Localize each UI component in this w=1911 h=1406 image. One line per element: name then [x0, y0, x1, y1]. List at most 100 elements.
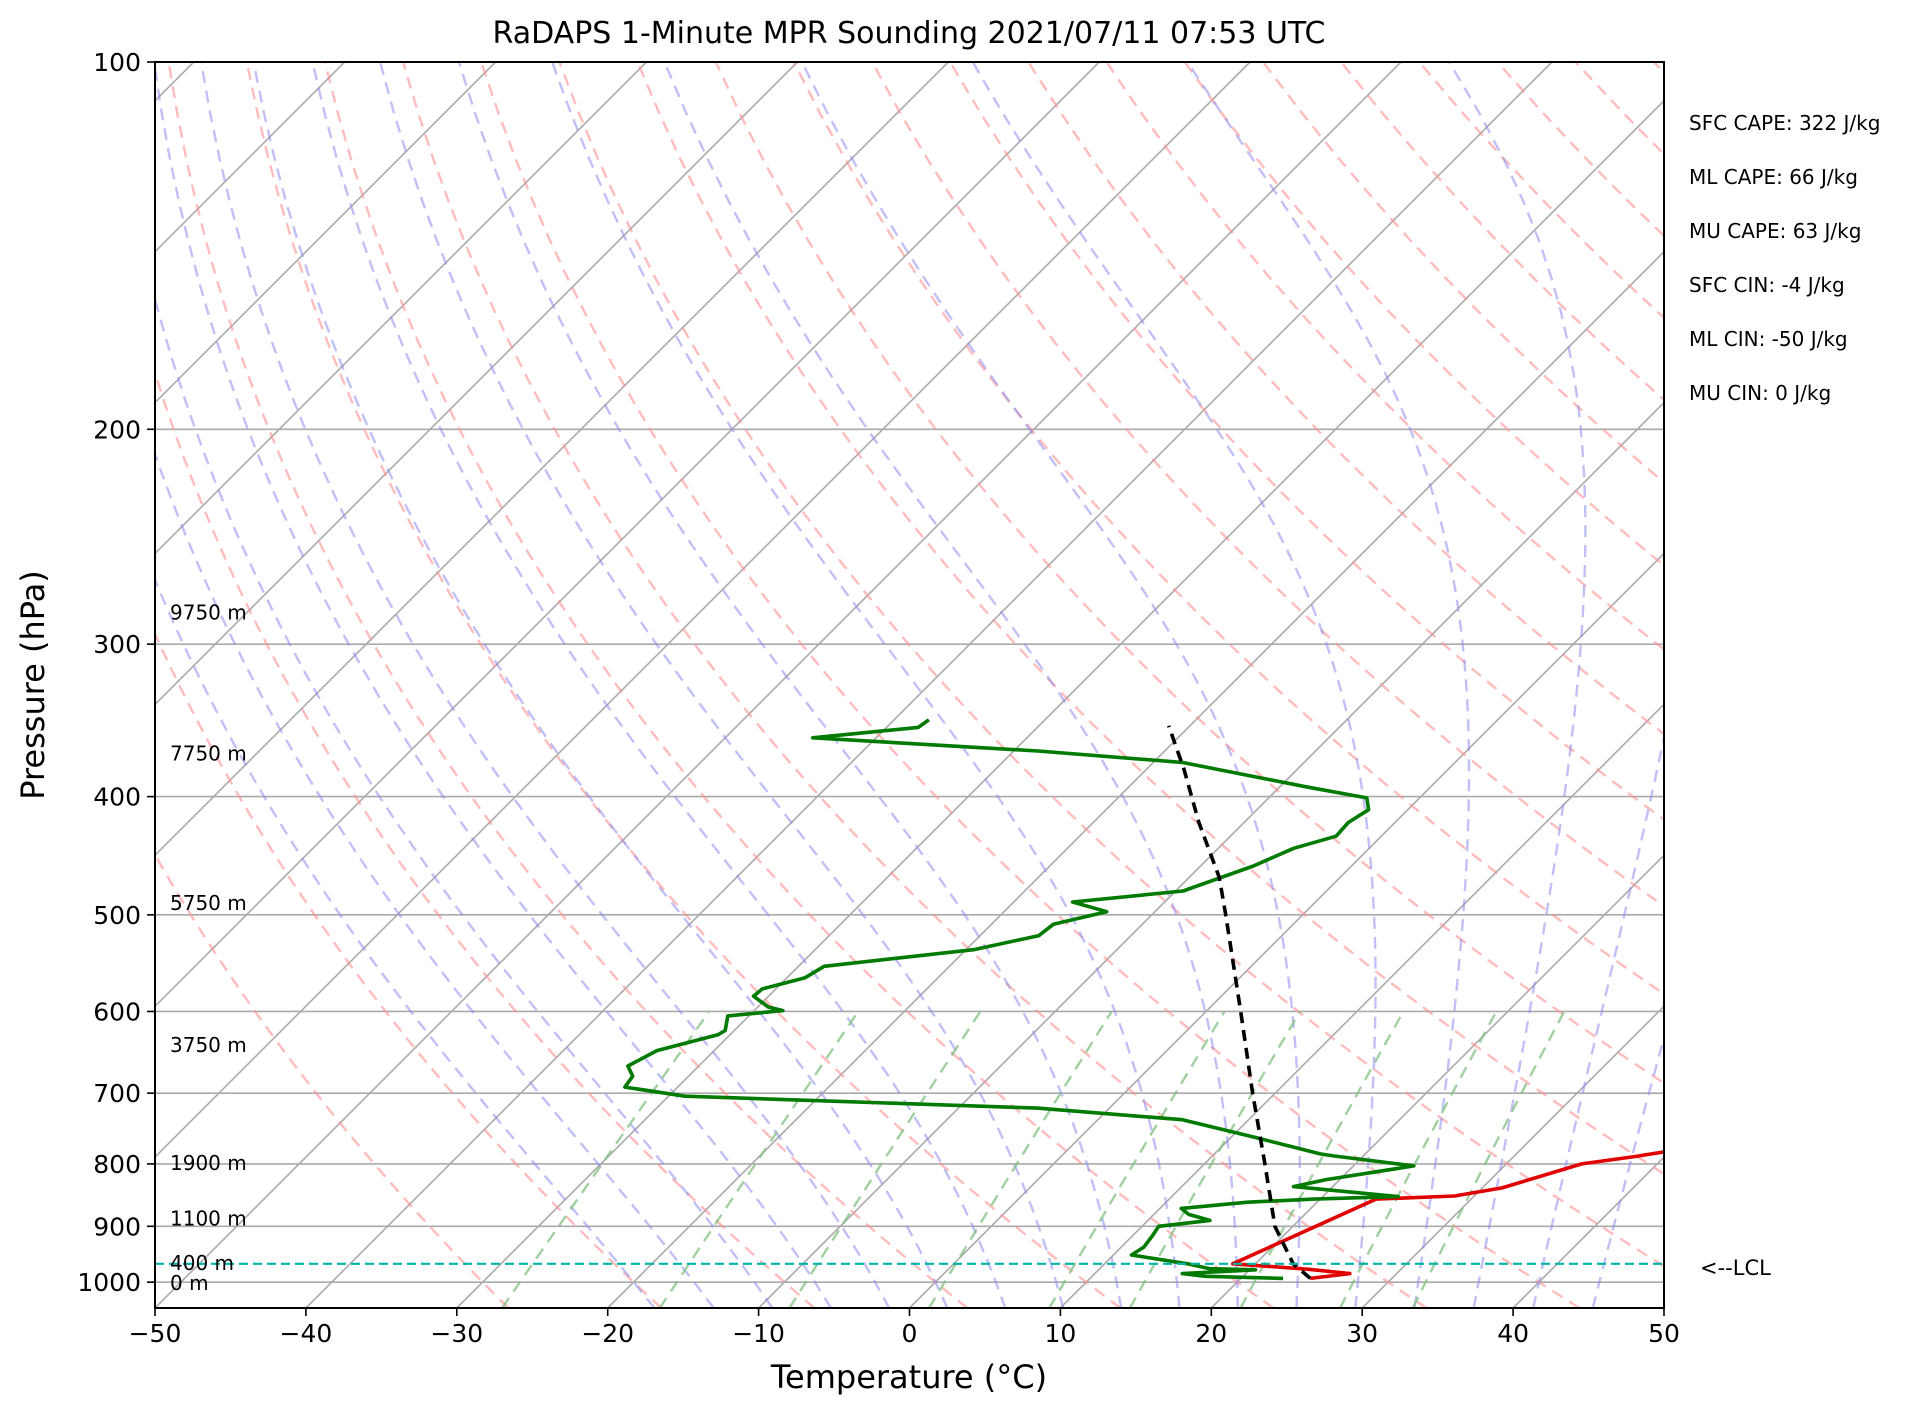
stat-text: MU CIN: 0 J/kg: [1689, 381, 1831, 405]
y-tick-label: 700: [93, 1079, 141, 1108]
y-tick-label: 200: [93, 415, 141, 444]
stat-text: MU CAPE: 63 J/kg: [1689, 219, 1861, 243]
moist-adiabat-line: [1532, 732, 1664, 1308]
height-label: 5750 m: [170, 891, 247, 915]
x-axis-ticks: −50 −40 −30 −20 −10 0 10 20 30 40 50: [129, 1308, 1680, 1348]
dry-adiabat-line: [714, 62, 1664, 1085]
isotherm-line: [155, 62, 949, 857]
lcl-label: <--LCL: [1700, 1256, 1771, 1280]
y-tick-label: 600: [93, 997, 141, 1026]
dry-adiabat-line: [792, 62, 1664, 996]
dry-adiabat-line: [155, 630, 663, 1308]
height-label: 3750 m: [170, 1033, 247, 1057]
height-label: 1100 m: [170, 1206, 247, 1230]
moist-adiabat-line: [155, 62, 832, 1308]
height-label: 1900 m: [170, 1151, 247, 1175]
dry-adiabat-line: [323, 62, 1275, 1308]
stat-text: SFC CIN: -4 J/kg: [1689, 273, 1845, 297]
y-tick-label: 400: [93, 783, 141, 812]
isotherm-line: [908, 552, 1664, 1308]
mixing-ratio-line: [501, 1010, 711, 1308]
moist-adiabat-line: [155, 294, 774, 1308]
x-tick-label: 20: [1195, 1319, 1227, 1348]
temperature-trace: [1231, 1150, 1664, 1281]
isotherm-line: [155, 62, 1251, 1159]
isotherm-line: [155, 62, 497, 404]
mixing-ratio-line: [1411, 1010, 1566, 1308]
moist-adiabat-line: [378, 62, 1065, 1308]
moist-adiabat-line: [971, 62, 1377, 1308]
x-tick-label: 10: [1044, 1319, 1076, 1348]
y-tick-label: 800: [93, 1150, 141, 1179]
moist-adiabat-line: [200, 62, 891, 1308]
overlay-annotations: <--LCL: [155, 1256, 1771, 1280]
x-tick-label: 50: [1648, 1319, 1680, 1348]
y-tick-label: 1000: [77, 1268, 141, 1297]
x-tick-label: 30: [1346, 1319, 1378, 1348]
moist-adiabat-line: [457, 62, 1123, 1308]
dry-adiabat-line: [480, 62, 1581, 1308]
x-tick-label: −50: [129, 1319, 182, 1348]
mixing-ratio-line: [1339, 1010, 1498, 1308]
sounding-traces: [623, 718, 1664, 1281]
mixing-ratio-line: [788, 1010, 982, 1308]
dry-adiabat-line: [871, 62, 1664, 908]
x-tick-label: 0: [902, 1319, 918, 1348]
y-axis-ticks: 100 200 300 400 500 600 700 800 900 1000: [77, 48, 155, 1297]
moist-adiabat-line: [1448, 62, 1587, 1308]
dry-adiabat-line: [245, 62, 1122, 1308]
stat-text: ML CIN: -50 J/kg: [1689, 327, 1848, 351]
isotherm-line: [456, 99, 1664, 1308]
height-label: 0 m: [170, 1271, 209, 1295]
isotherm-line: [1361, 1005, 1664, 1308]
moist-adiabat-line: [1186, 62, 1471, 1308]
stat-text: ML CAPE: 66 J/kg: [1689, 165, 1858, 189]
isotherm-line: [155, 62, 1100, 1008]
mixing-ratio-line: [1048, 1010, 1226, 1308]
y-axis-label: Pressure (hPa): [14, 570, 52, 800]
isotherm-line: [1210, 854, 1664, 1308]
height-label: 9750 m: [170, 600, 247, 624]
mixing-ratio-line: [1239, 1010, 1405, 1308]
x-tick-label: 40: [1497, 1319, 1529, 1348]
moist-adiabat-line: [252, 62, 949, 1308]
height-label: 7750 m: [170, 741, 247, 765]
dry-adiabat-line: [167, 62, 969, 1308]
background-grid: [155, 62, 1664, 1308]
x-tick-label: −20: [581, 1319, 634, 1348]
x-axis-label: Temperature (°C): [770, 1358, 1047, 1396]
y-tick-label: 300: [93, 630, 141, 659]
isotherm-line: [155, 62, 1402, 1308]
dry-adiabat-line: [155, 852, 510, 1308]
dry-adiabat-line: [949, 62, 1664, 822]
moist-adiabat-line: [800, 62, 1301, 1308]
parcel-trace: [1167, 725, 1312, 1280]
stability-indices: SFC CAPE: 322 J/kg ML CAPE: 66 J/kg MU CAP…: [1689, 111, 1880, 405]
moist-adiabat-line: [551, 62, 1181, 1308]
x-tick-label: −40: [280, 1319, 333, 1348]
chart-title: RaDAPS 1-Minute MPR Sounding 2021/07/11 …: [493, 16, 1326, 51]
moist-adiabat-line: [663, 62, 1239, 1308]
height-labels: 9750 m 7750 m 5750 m 3750 m 1900 m 1100 m 400 …: [170, 600, 247, 1295]
x-tick-label: −30: [430, 1319, 483, 1348]
dry-adiabat-line: [558, 62, 1664, 1268]
moist-adiabat-line: [155, 450, 715, 1308]
y-tick-label: 100: [93, 48, 141, 77]
mixing-ratio-line: [927, 1010, 1113, 1308]
y-tick-label: 500: [93, 901, 141, 930]
isotherm-line: [1059, 703, 1664, 1308]
dry-adiabat-line: [636, 62, 1664, 1176]
dry-adiabat-line: [401, 62, 1428, 1308]
stat-text: SFC CAPE: 322 J/kg: [1689, 111, 1880, 135]
y-tick-label: 900: [93, 1212, 141, 1241]
mixing-ratio-line: [1128, 1010, 1302, 1308]
isotherm-line: [305, 62, 1553, 1308]
mixing-ratio-line: [658, 1010, 860, 1308]
dewpoint-trace: [623, 718, 1416, 1281]
x-tick-label: −10: [732, 1319, 785, 1348]
moist-adiabat-line: [311, 62, 1007, 1308]
isotherm-line: [155, 62, 648, 555]
isotherm-line: [155, 62, 798, 706]
